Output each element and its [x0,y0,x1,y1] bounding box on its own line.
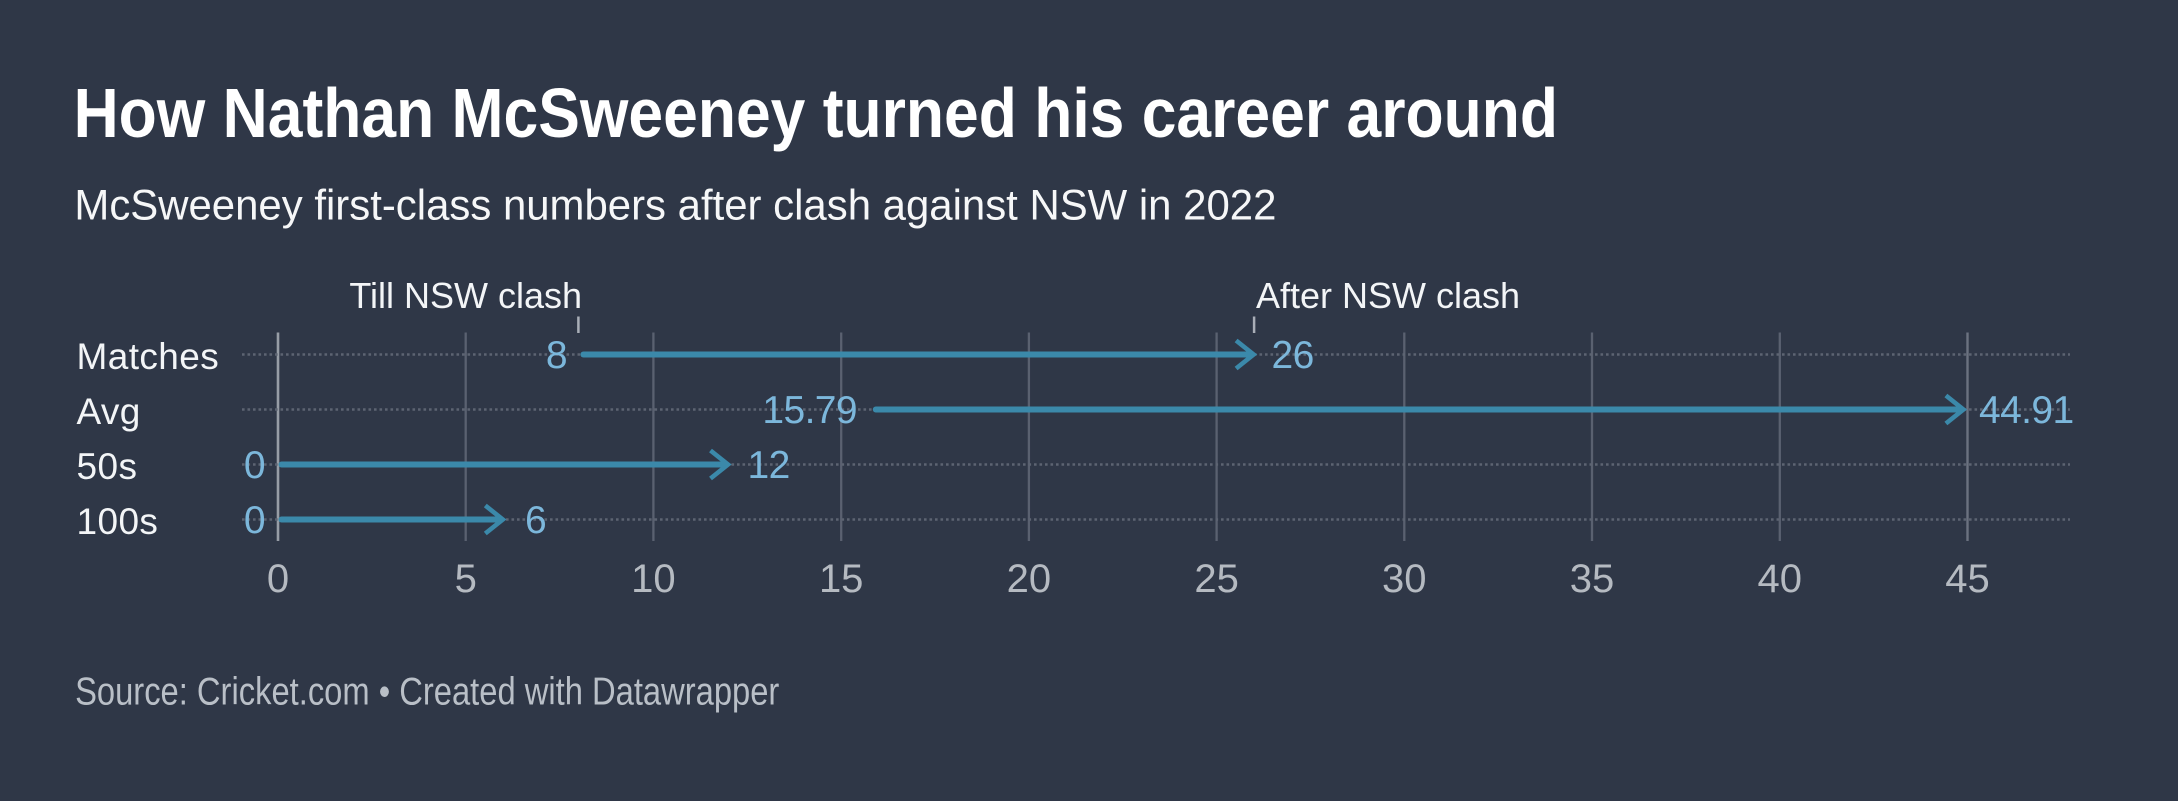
svg-text:45: 45 [1945,557,1990,601]
svg-text:25: 25 [1194,557,1239,601]
svg-text:44.91: 44.91 [1979,389,2074,432]
svg-text:0: 0 [267,557,289,601]
svg-text:0: 0 [244,499,265,542]
svg-text:5: 5 [455,557,477,601]
svg-text:Matches: Matches [77,336,220,377]
svg-text:6: 6 [525,499,546,542]
svg-text:100s: 100s [77,501,159,542]
svg-text:20: 20 [1007,557,1052,601]
svg-text:26: 26 [1272,334,1314,377]
svg-text:McSweeney first-class numbers: McSweeney first-class numbers after clas… [74,181,1276,229]
svg-text:Source: Cricket.com • Created: Source: Cricket.com • Created with Dataw… [75,670,779,713]
svg-text:12: 12 [748,444,790,487]
svg-text:0: 0 [244,444,265,487]
svg-text:10: 10 [631,557,676,601]
svg-text:After NSW clash: After NSW clash [1256,275,1520,316]
svg-text:50s: 50s [77,446,138,487]
svg-text:15: 15 [819,557,864,601]
svg-text:Avg: Avg [77,391,141,432]
svg-text:Till NSW clash: Till NSW clash [349,275,582,316]
svg-text:35: 35 [1570,557,1615,601]
svg-text:40: 40 [1758,557,1803,601]
svg-text:30: 30 [1382,557,1427,601]
svg-text:8: 8 [546,334,567,377]
svg-text:How Nathan McSweeney turned hi: How Nathan McSweeney turned his career a… [74,74,1558,152]
svg-text:15.79: 15.79 [762,389,857,432]
